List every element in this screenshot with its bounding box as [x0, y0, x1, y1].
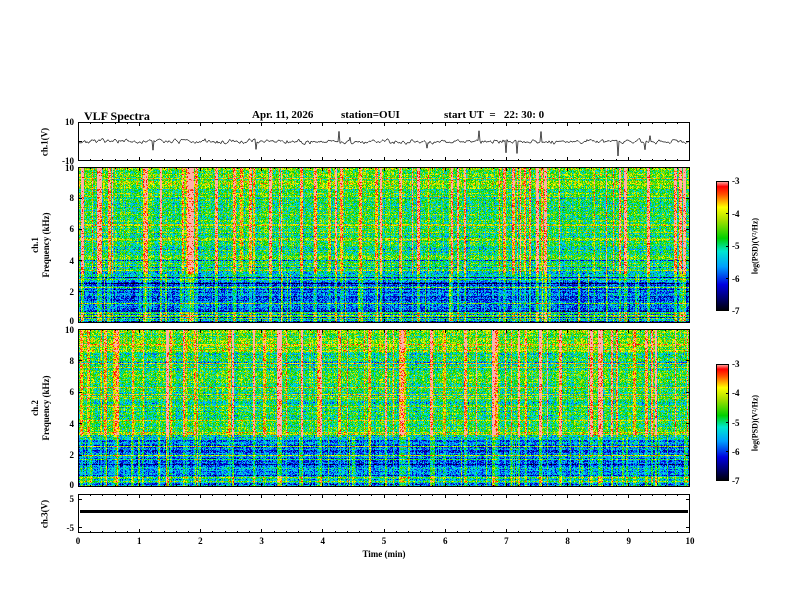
ch2-frequency-tick: 6: [69, 387, 75, 398]
time-axis-tick: 7: [504, 536, 509, 546]
time-axis-tick: 5: [381, 536, 387, 546]
ch1-label: ch.1: [30, 237, 40, 253]
time-axis-tick: 2: [198, 536, 203, 546]
ch1-frequency-tick: 4: [69, 255, 75, 266]
ch1-voltage-tick: 10: [65, 117, 74, 127]
ch2-frequency-tick: 4: [69, 418, 75, 429]
ch1-frequency-axis-label: Frequency (kHz): [41, 212, 51, 278]
colorbar-tick: -4: [732, 388, 740, 399]
ch2-frequency-tick: 0: [69, 480, 75, 490]
time-axis-tick: 4: [320, 536, 326, 546]
time-axis-tick: 3: [259, 536, 264, 546]
ch1-spectrogram-canvas: [78, 167, 690, 323]
ch1-frequency-tick: 10: [65, 163, 74, 173]
ch2-label: ch.2: [30, 400, 40, 416]
ch2-frequency-axis-label: Frequency (kHz): [41, 375, 51, 441]
colorbar-tick: -7: [732, 476, 740, 486]
ch2-spectrogram-ylabel: ch.2 Frequency (kHz): [28, 329, 54, 487]
colorbar-tick: -6: [732, 446, 740, 457]
ch3-voltage-tick: -5: [66, 523, 75, 534]
colorbar-tick: -3: [732, 359, 740, 369]
ch1-spectrogram-ylabel: ch.1 Frequency (kHz): [28, 167, 54, 323]
time-axis-tick: 10: [685, 536, 695, 546]
ch2-spectrogram-canvas: [78, 329, 690, 487]
colorbar-tick: -7: [732, 306, 740, 316]
ch3-waveform-canvas: [78, 494, 690, 533]
time-axis-tick: 1: [136, 536, 142, 546]
time-axis-tick: 9: [626, 536, 632, 546]
colorbar-tick: -6: [732, 273, 740, 284]
ch3-voltage-tick: 5: [69, 493, 75, 504]
page-title: VLF Spectra: [84, 109, 150, 123]
colorbar-tick: -4: [732, 208, 740, 219]
ch2-frequency-tick: 2: [69, 450, 75, 461]
ch1-voltage-tick: -10: [62, 156, 74, 166]
time-axis-tick: 0: [75, 536, 81, 546]
ch1-frequency-tick: 2: [69, 286, 75, 297]
colorbar-2: [716, 364, 729, 481]
colorbar-tick: -3: [732, 176, 740, 186]
colorbar-1-label: log(PSD)(V²/Hz): [750, 217, 760, 275]
header-start-ut: start UT = 22: 30: 0: [444, 109, 545, 121]
ch1-frequency-tick: 6: [69, 224, 75, 235]
ch2-frequency-tick: 10: [65, 325, 74, 335]
ch1-waveform-canvas: [78, 122, 690, 161]
ch2-frequency-tick: 8: [69, 355, 75, 366]
time-axis-label: Time (min): [362, 549, 406, 559]
ch1-frequency-tick: 8: [69, 193, 75, 204]
colorbar-tick: -5: [732, 417, 740, 428]
header-date: Apr. 11, 2026: [252, 109, 314, 121]
header-station: station=OUI: [341, 109, 400, 121]
colorbar-tick: -5: [732, 241, 740, 251]
colorbar-1: [716, 181, 729, 311]
ch1-frequency-tick: 0: [69, 316, 75, 326]
time-axis-tick: 6: [442, 536, 448, 546]
colorbar-2-label: log(PSD)(V²/Hz): [750, 394, 760, 451]
time-axis-tick: 8: [565, 536, 570, 546]
